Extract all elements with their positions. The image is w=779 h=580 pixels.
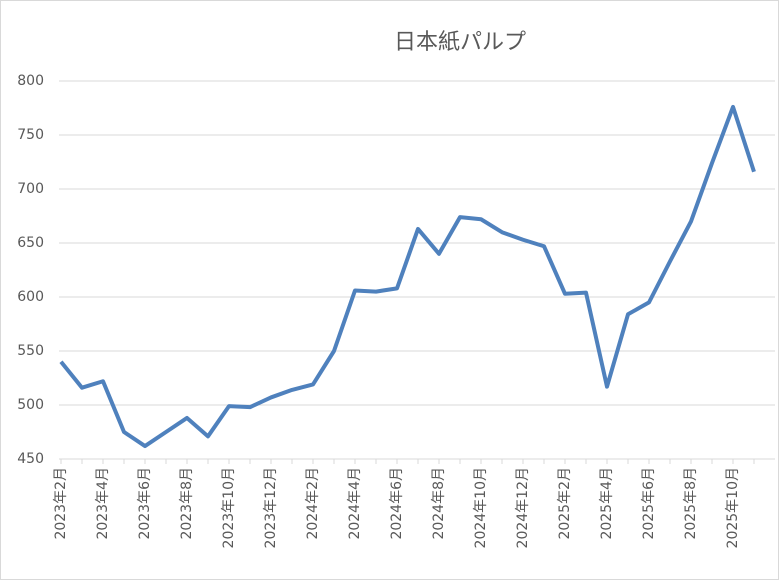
y-tick-label: 700 [17,181,44,197]
y-tick-label: 500 [17,397,44,413]
y-tick-label: 750 [17,127,44,143]
x-tick-label: 2024年8月 [431,467,447,540]
y-tick-label: 600 [17,289,44,305]
x-tick-label: 2024年2月 [305,467,321,540]
x-tick-label: 2023年6月 [137,467,153,540]
x-tick-label: 2023年4月 [95,467,111,540]
y-tick-label: 550 [17,343,44,359]
x-tick-label: 2024年4月 [347,467,363,540]
x-tick-label: 2024年6月 [389,467,405,540]
x-tick-label: 2023年8月 [179,467,195,540]
x-tick-label: 2024年12月 [515,467,531,548]
x-tick-label: 2023年10月 [221,467,237,548]
x-tick-label: 2025年6月 [641,467,657,540]
x-tick-label: 2025年8月 [683,467,699,540]
y-tick-label: 450 [17,451,44,467]
line-series [59,104,756,449]
y-tick-label: 650 [17,235,44,251]
x-tick-label: 2025年2月 [557,467,573,540]
x-tick-label: 2025年4月 [599,467,615,540]
y-tick-label: 800 [17,73,44,89]
x-tick-label: 2023年2月 [53,467,69,540]
x-tick-label: 2025年10月 [725,467,741,548]
x-tick-label: 2023年12月 [263,467,279,548]
x-tick-label: 2024年10月 [473,467,489,548]
chart-title: 日本紙パルプ [394,30,526,55]
